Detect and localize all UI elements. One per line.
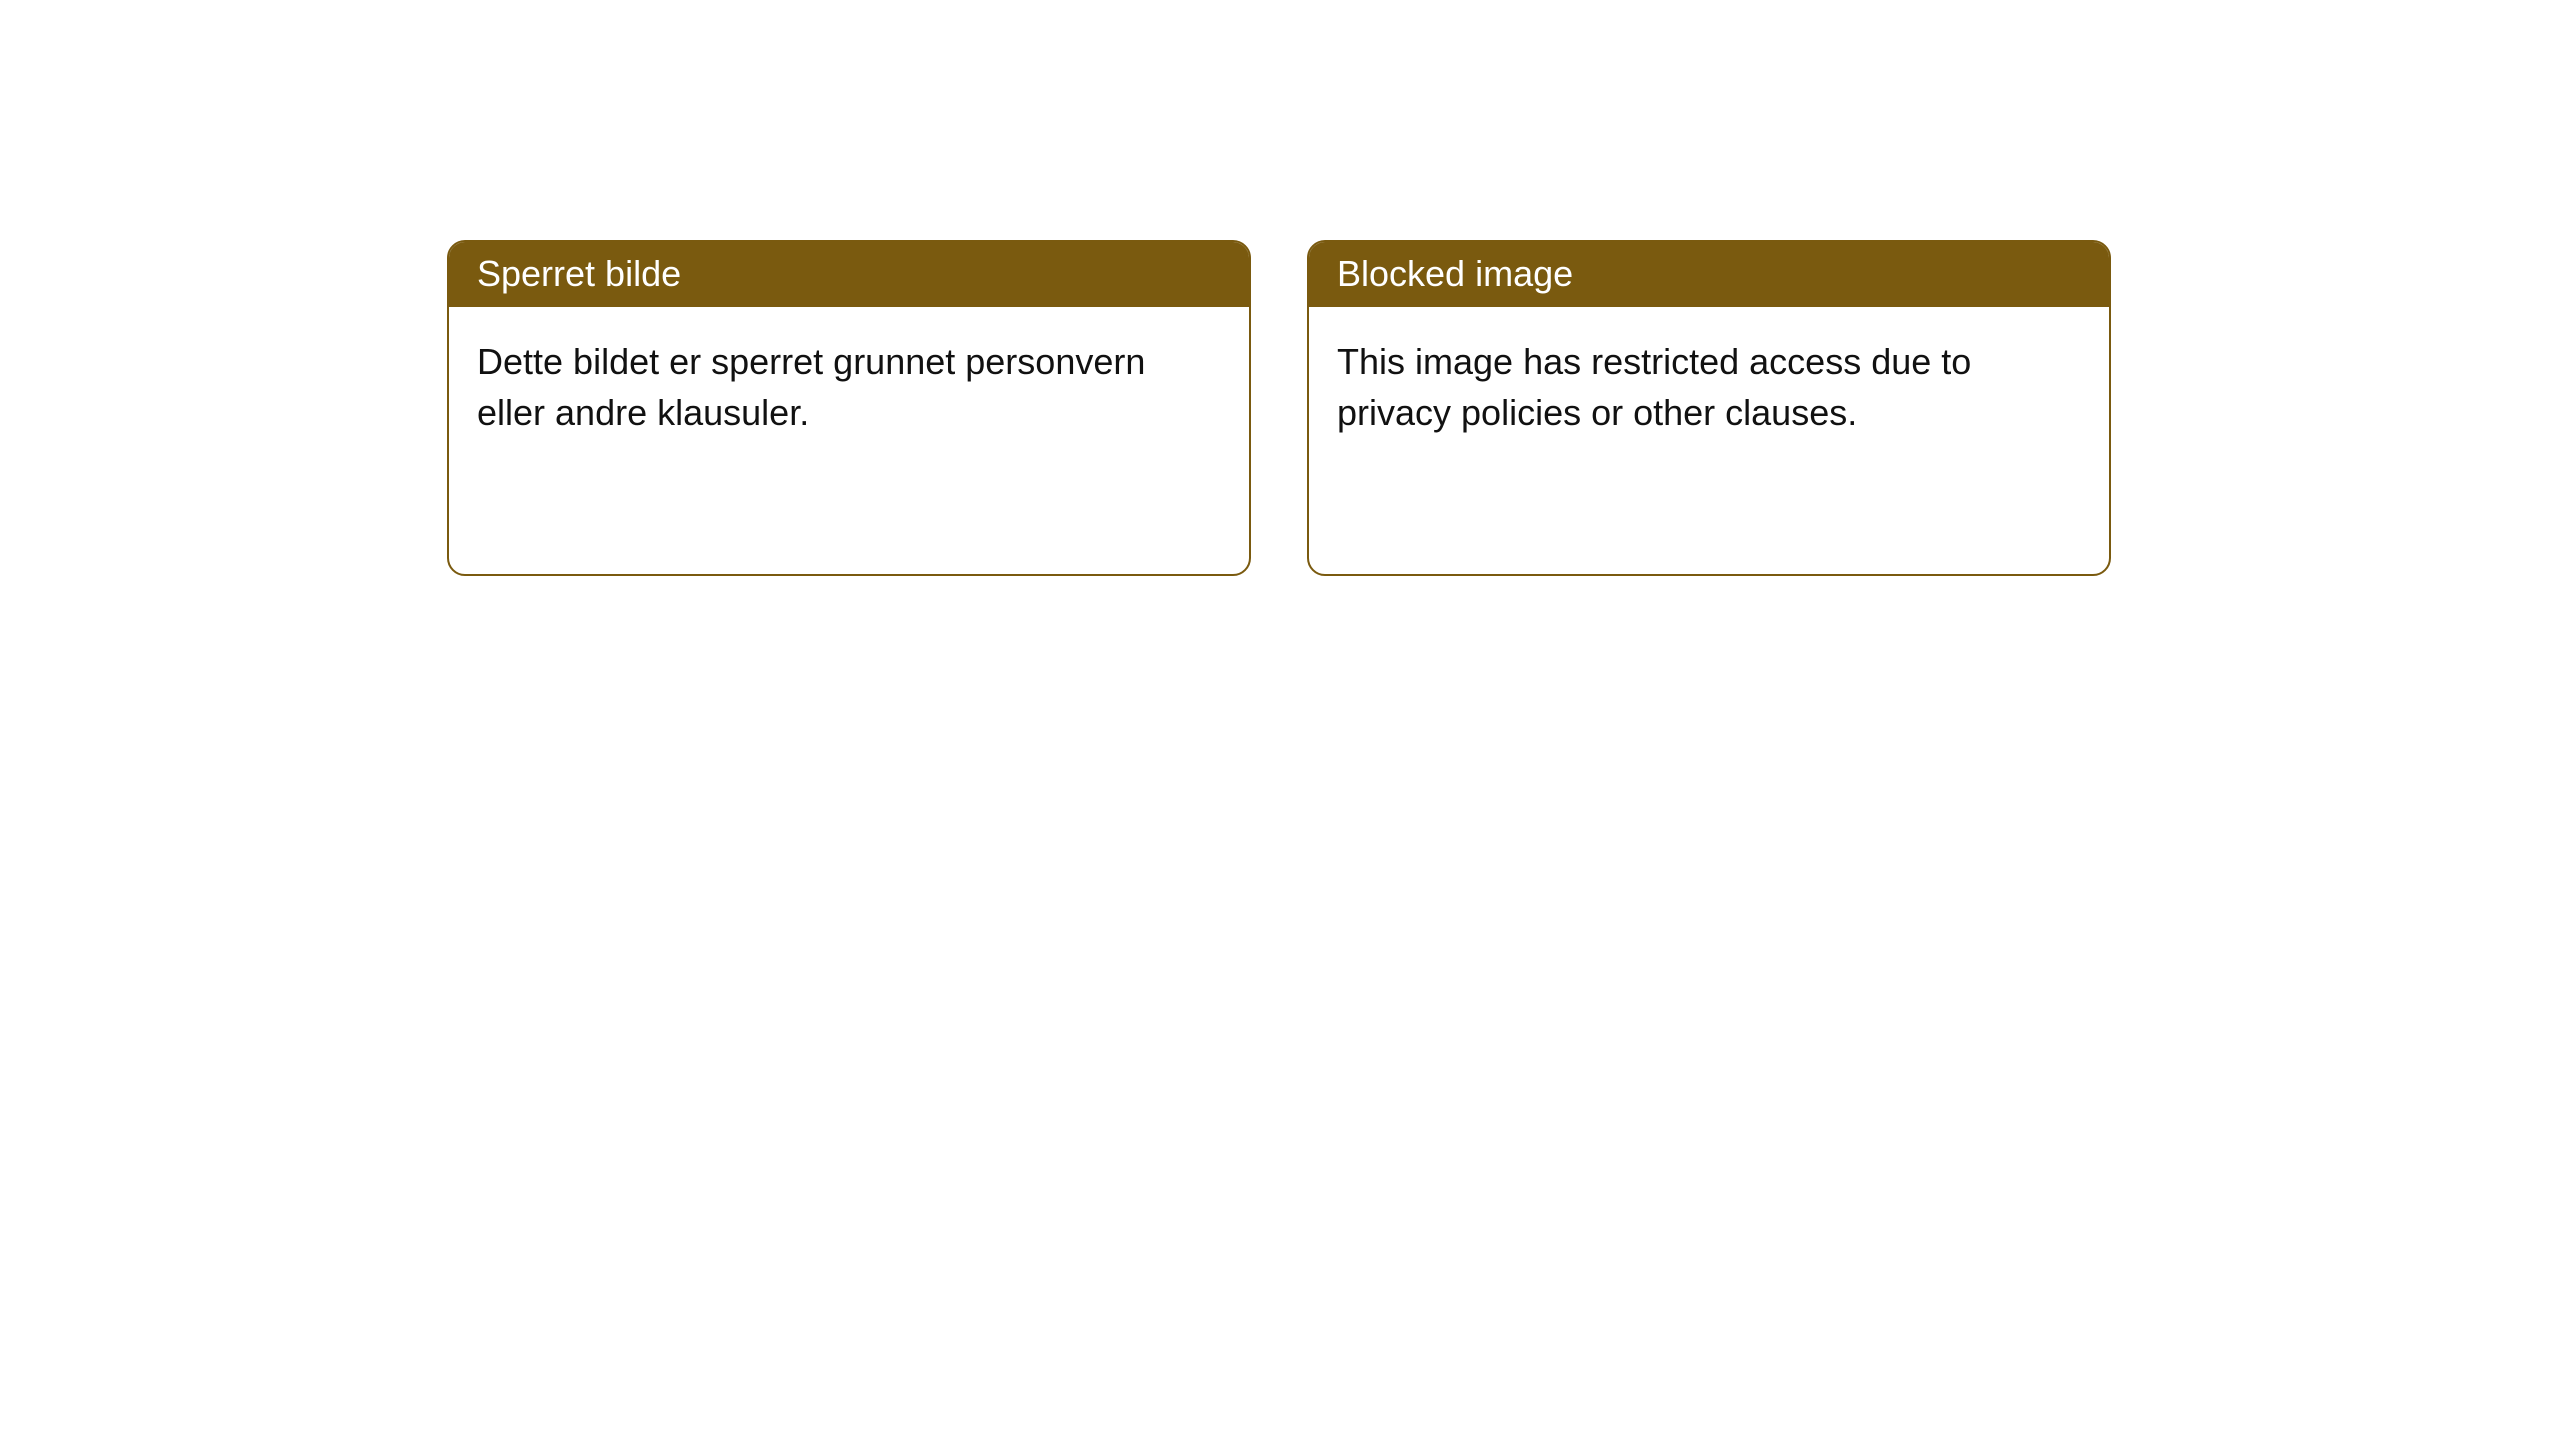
notice-header-en: Blocked image [1309, 242, 2109, 307]
notice-body-en: This image has restricted access due to … [1309, 307, 2109, 466]
notice-card-en: Blocked image This image has restricted … [1307, 240, 2111, 576]
notice-body-no: Dette bildet er sperret grunnet personve… [449, 307, 1249, 466]
notice-card-no: Sperret bilde Dette bildet er sperret gr… [447, 240, 1251, 576]
notice-header-no: Sperret bilde [449, 242, 1249, 307]
notice-container: Sperret bilde Dette bildet er sperret gr… [0, 0, 2560, 576]
